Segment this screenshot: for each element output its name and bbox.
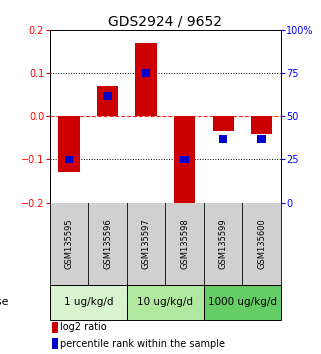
Text: dose: dose [0, 297, 9, 307]
Text: GSM135598: GSM135598 [180, 218, 189, 269]
Text: 10 ug/kg/d: 10 ug/kg/d [137, 297, 193, 307]
Bar [65, 156, 73, 163]
Text: log2 ratio: log2 ratio [60, 322, 107, 332]
Bar [251, 116, 272, 133]
Bar [257, 135, 266, 143]
Bar [135, 43, 157, 116]
Bar [204, 285, 281, 320]
Text: GSM135595: GSM135595 [65, 218, 74, 269]
Text: GSM135599: GSM135599 [219, 218, 228, 269]
Title: GDS2924 / 9652: GDS2924 / 9652 [108, 15, 222, 29]
Bar [213, 116, 234, 131]
Text: percentile rank within the sample: percentile rank within the sample [60, 339, 225, 349]
Bar [52, 322, 58, 333]
Bar [52, 338, 58, 349]
Text: GSM135596: GSM135596 [103, 218, 112, 269]
Bar [127, 285, 204, 320]
Bar [142, 69, 150, 77]
Bar [58, 116, 80, 172]
Bar [97, 86, 118, 116]
Bar [180, 156, 189, 163]
Bar [174, 116, 195, 205]
Text: 1000 ug/kg/d: 1000 ug/kg/d [208, 297, 277, 307]
Text: 1 ug/kg/d: 1 ug/kg/d [64, 297, 113, 307]
Bar [50, 285, 127, 320]
Text: GSM135600: GSM135600 [257, 218, 266, 269]
Bar [103, 92, 112, 99]
Text: GSM135597: GSM135597 [142, 218, 151, 269]
Bar [219, 135, 227, 143]
